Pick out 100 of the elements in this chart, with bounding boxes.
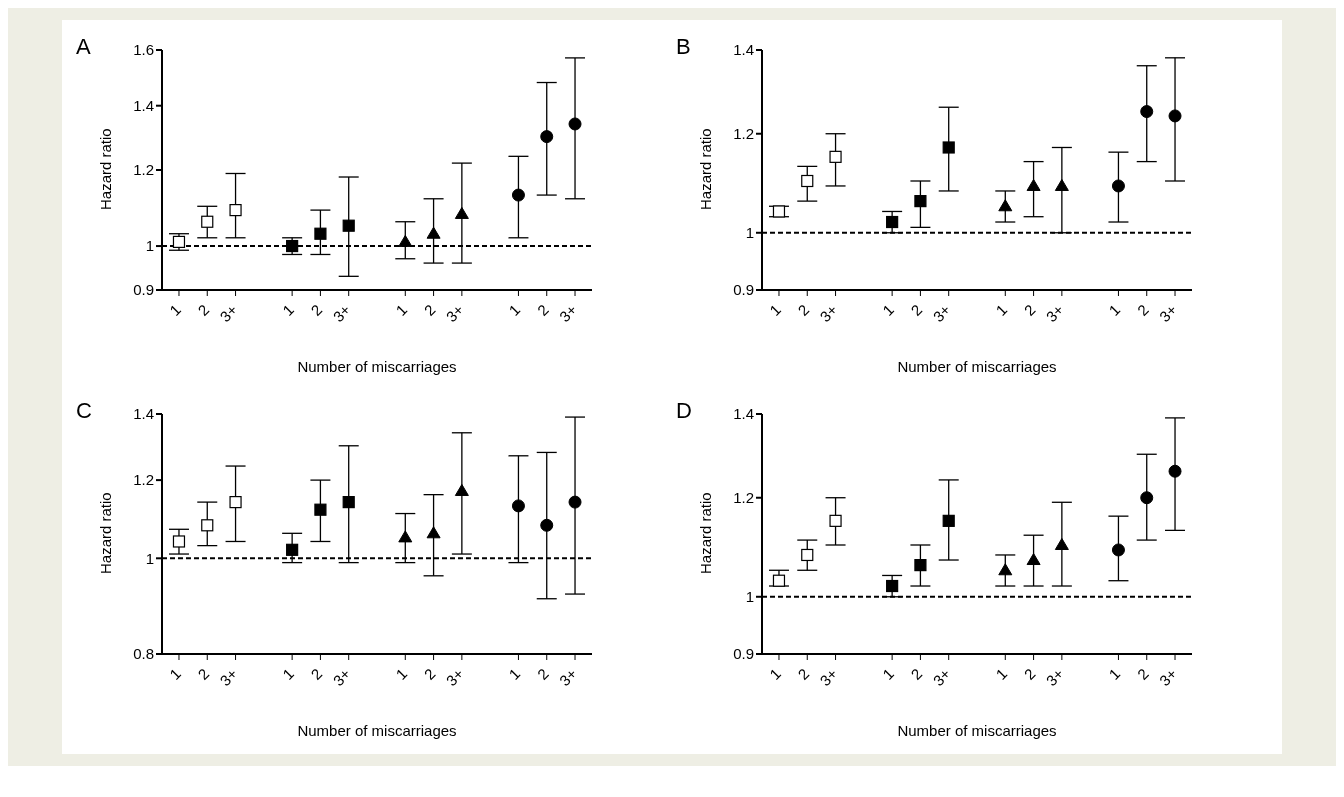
x-tick-label: 1 (279, 300, 298, 319)
x-tick-label: 2 (907, 664, 926, 683)
y-tick-label: 1 (145, 549, 154, 567)
x-tick-label: 2 (1020, 664, 1039, 683)
point (1168, 464, 1182, 478)
point (201, 215, 214, 228)
point (1111, 179, 1125, 193)
y-axis-title: Hazard ratio (697, 128, 715, 210)
x-tick-label: 3+ (816, 300, 841, 326)
x-tick-label: 3+ (1042, 664, 1067, 690)
point (398, 530, 413, 543)
point (1140, 491, 1154, 505)
point (914, 195, 927, 208)
x-tick-label: 2 (420, 664, 439, 683)
y-tick-label: 1.4 (733, 41, 754, 59)
x-tick-label: 3+ (216, 664, 241, 690)
point (454, 206, 469, 219)
x-tick-label: 3+ (442, 664, 467, 690)
point (540, 130, 554, 144)
y-tick-label: 1.4 (133, 97, 154, 115)
point (540, 518, 554, 532)
point (398, 234, 413, 247)
x-tick-label: 3+ (329, 300, 354, 326)
x-tick-label: 1 (392, 300, 411, 319)
x-tick-label: 3+ (555, 664, 581, 690)
x-axis-title: Number of miscarriages (897, 358, 1057, 375)
y-tick-label: 0.9 (733, 281, 754, 299)
point (342, 496, 355, 509)
x-tick-label: 3+ (929, 664, 954, 690)
x-tick-label: 2 (1133, 300, 1152, 319)
x-axis-title: Number of miscarriages (897, 722, 1057, 739)
point (801, 548, 814, 562)
x-tick-label: 2 (533, 664, 552, 683)
point (342, 219, 355, 232)
point (1054, 538, 1069, 550)
point (1026, 178, 1041, 191)
point (801, 174, 814, 188)
point (829, 514, 842, 527)
y-tick-label: 1 (145, 237, 154, 255)
x-tick-label: 2 (307, 664, 326, 683)
x-tick-label: 3+ (555, 300, 581, 326)
x-tick-label: 1 (1105, 300, 1124, 319)
chart-title: A (76, 34, 91, 60)
point (229, 496, 242, 509)
y-tick-label: 1.4 (733, 405, 754, 423)
point (511, 188, 525, 202)
x-tick-label: 2 (907, 300, 926, 319)
x-tick-label: 1 (1105, 664, 1124, 683)
chart-title: C (76, 398, 92, 424)
x-tick-label: 2 (194, 300, 213, 319)
x-tick-label: 1 (505, 664, 524, 683)
x-tick-label: 2 (420, 300, 439, 319)
x-tick-label: 3+ (816, 664, 841, 690)
point (998, 563, 1013, 576)
point (942, 141, 955, 154)
x-tick-label: 2 (794, 300, 813, 319)
x-tick-label: 3+ (329, 664, 354, 690)
point (914, 559, 927, 572)
point (568, 495, 582, 509)
x-tick-label: 3+ (1155, 300, 1181, 326)
point (1054, 178, 1069, 191)
y-tick-label: 0.9 (133, 281, 154, 299)
x-axis-title: Number of miscarriages (297, 358, 457, 375)
point (942, 514, 955, 527)
point (172, 235, 186, 248)
x-tick-label: 1 (879, 300, 898, 319)
point (426, 226, 441, 239)
y-tick-label: 1.2 (133, 161, 154, 179)
point (1168, 109, 1182, 123)
point (1026, 553, 1041, 566)
x-tick-label: 1 (879, 664, 898, 683)
y-tick-label: 1.2 (733, 489, 754, 507)
y-tick-label: 1.4 (133, 405, 154, 423)
point (829, 150, 842, 163)
y-tick-label: 0.8 (133, 645, 154, 663)
chart-title: D (676, 398, 692, 424)
point (1111, 543, 1125, 557)
x-tick-label: 2 (533, 300, 552, 319)
x-axis-title: Number of miscarriages (297, 722, 457, 739)
x-tick-label: 3+ (1042, 300, 1067, 326)
point (454, 483, 469, 496)
x-tick-label: 1 (765, 300, 784, 319)
point (772, 574, 786, 587)
y-tick-label: 1.2 (133, 471, 154, 489)
point (1140, 105, 1154, 119)
x-tick-label: 1 (392, 664, 411, 683)
point (426, 526, 441, 539)
y-tick-label: 1.6 (133, 41, 154, 59)
x-tick-label: 1 (992, 664, 1011, 683)
x-tick-label: 3+ (1155, 664, 1181, 690)
point (286, 239, 299, 253)
x-tick-label: 1 (165, 664, 184, 683)
x-tick-label: 2 (194, 664, 213, 683)
point (314, 227, 327, 240)
point (201, 519, 214, 532)
point (229, 204, 242, 217)
chart-title: B (676, 34, 691, 60)
point (998, 199, 1013, 212)
point (286, 543, 299, 556)
point (314, 503, 327, 516)
